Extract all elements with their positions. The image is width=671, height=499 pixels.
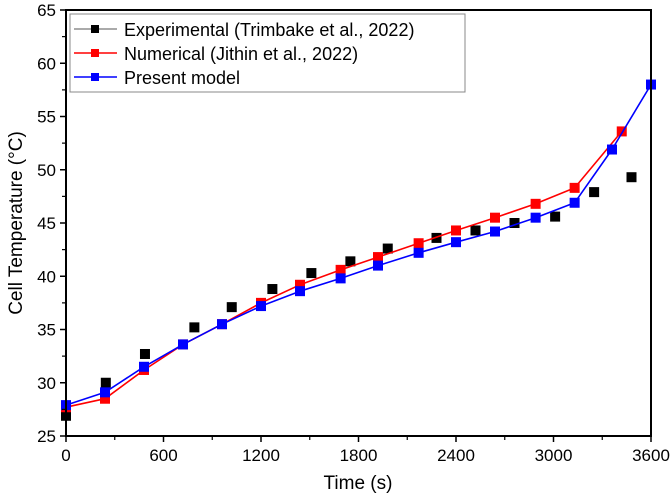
data-point-present-model <box>217 319 227 330</box>
data-point-present-model <box>295 286 305 297</box>
data-point-experimental <box>382 243 393 254</box>
y-tick-label: 35 <box>37 321 56 340</box>
x-tick-label: 2400 <box>437 446 475 465</box>
series-layer <box>61 79 656 421</box>
data-point-present-model <box>607 144 617 155</box>
data-point-numerical <box>569 182 580 193</box>
x-tick-label: 0 <box>61 446 70 465</box>
data-point-experimental <box>100 377 111 388</box>
data-point-numerical <box>451 225 461 236</box>
legend: Experimental (Trimbake et al., 2022) Num… <box>69 13 466 93</box>
x-tick-label: 3600 <box>632 446 670 465</box>
data-point-experimental <box>189 322 200 333</box>
data-point-numerical <box>295 279 305 290</box>
legend-label-present-model: Present model <box>124 68 240 88</box>
series-line-present-model <box>65 84 652 406</box>
legend-label-numerical: Numerical (Jithin et al., 2022) <box>124 44 358 64</box>
y-axis-title: Cell Temperature (°C) <box>6 131 27 315</box>
axis-ticks: 0 600 1200 1800 2400 3000 3600 25 30 35 40 45 50 55 60… <box>37 1 670 465</box>
legend-item-numerical: Numerical (Jithin et al., 2022) <box>74 44 358 64</box>
data-point-experimental <box>470 225 481 236</box>
data-point-present-model <box>373 260 383 271</box>
data-point-numerical <box>616 126 627 137</box>
data-point-present-model <box>413 247 424 258</box>
x-axis-title: Time (s) <box>324 473 393 494</box>
data-point-experimental <box>267 284 278 295</box>
data-point-numerical <box>373 252 383 263</box>
y-tick-label: 55 <box>37 108 56 127</box>
y-tick-label: 40 <box>37 267 56 286</box>
data-point-present-model <box>139 361 149 372</box>
legend-item-experimental: Experimental (Trimbake et al., 2022) <box>74 20 414 40</box>
y-tick-label: 30 <box>37 374 56 393</box>
y-tick-label: 60 <box>37 54 56 73</box>
data-point-numerical <box>335 264 346 275</box>
data-point-experimental <box>589 187 600 198</box>
data-point-experimental <box>306 268 317 279</box>
x-tick-label: 1200 <box>242 446 280 465</box>
legend-marker-experimental <box>91 25 99 33</box>
legend-marker-numerical <box>91 49 99 57</box>
data-point-numerical <box>100 393 110 404</box>
data-point-present-model <box>100 387 110 398</box>
data-point-experimental <box>139 348 150 359</box>
data-point-present-model <box>530 212 541 223</box>
data-point-experimental <box>509 218 520 228</box>
y-tick-label: 45 <box>37 214 56 233</box>
y-tick-label: 65 <box>37 1 56 20</box>
series-experimental <box>61 172 637 421</box>
data-point-present-model <box>256 301 266 312</box>
legend-box <box>69 13 466 93</box>
legend-item-present-model: Present model <box>74 68 240 88</box>
data-point-experimental <box>626 172 637 183</box>
data-point-present-model <box>490 226 500 237</box>
data-point-present-model <box>451 237 461 248</box>
y-tick-label: 25 <box>37 427 56 446</box>
data-point-experimental <box>345 256 356 267</box>
data-point-numerical <box>490 212 500 223</box>
x-tick-label: 3000 <box>535 446 573 465</box>
legend-label-experimental: Experimental (Trimbake et al., 2022) <box>124 20 414 40</box>
data-point-experimental <box>550 211 561 222</box>
data-point-numerical <box>413 238 424 249</box>
data-point-present-model <box>569 197 580 208</box>
data-point-present-model <box>335 273 346 284</box>
x-tick-label: 600 <box>149 446 177 465</box>
y-tick-label: 50 <box>37 161 56 180</box>
x-tick-label: 1800 <box>340 446 378 465</box>
legend-marker-present-model <box>91 73 99 81</box>
data-point-experimental <box>226 302 237 313</box>
series-present-model <box>61 79 656 411</box>
data-point-numerical <box>530 198 541 209</box>
data-point-present-model <box>178 339 188 350</box>
